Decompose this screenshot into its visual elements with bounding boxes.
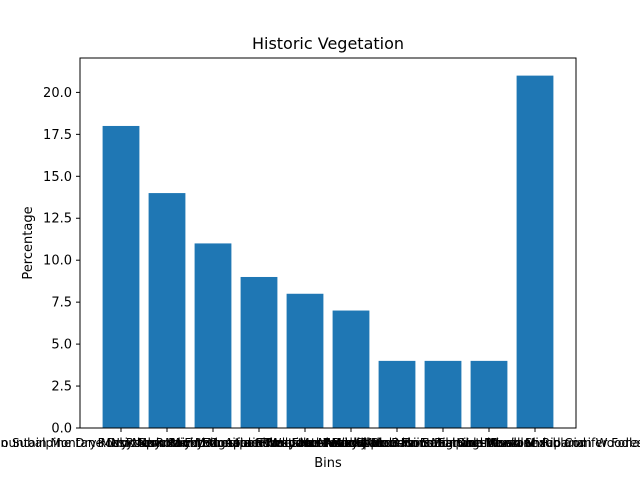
x-tick-label: Rocky Mountain Subalpine Mesic Spruce-Fi… (156, 436, 547, 450)
bar-8 (424, 360, 462, 428)
x-tick-label: Rocky Mountain Subalpine Dry-Mesic Spruc… (0, 436, 329, 450)
x-tick-label: Rocky Mountain Lodgepole Pine Forest (98, 436, 329, 450)
bar-6 (332, 310, 370, 428)
y-tick-label: 2.5 (51, 380, 72, 395)
x-tick-label: Rocky Mountain Subalpine-Montane Riparia… (323, 436, 640, 450)
y-tick-label: 5.0 (51, 338, 72, 353)
bar-10 (516, 75, 554, 429)
x-tick-label: Rocky Mountain Montane Mesic Mixed Conif… (332, 436, 640, 450)
chart-title: Historic Vegetation (252, 34, 404, 53)
x-tick-label: Rocky Mountain Alpine-Montane Wet Meadow (260, 436, 534, 450)
bar-2 (148, 193, 186, 428)
x-tick-label: Inter-Mountain Basins Big Sagebrush Shru… (300, 436, 586, 450)
y-tick-label: 12.5 (43, 212, 72, 227)
y-tick-label: 15.0 (43, 170, 72, 185)
x-tick-label: Rocky Mountain Montane Dry-Mesic Mixed C… (0, 436, 382, 450)
y-tick-label: 0.0 (51, 422, 72, 437)
x-tick-label: Northern Rocky Mountain Montane-Foothill… (111, 436, 499, 450)
x-tick-label: Rocky Mountain Aspen Forest and Woodland (126, 436, 392, 450)
y-axis-ticks: 0.0 2.5 5.0 7.5 10.0 12.5 15.0 17.5 20.0 (43, 86, 80, 437)
bar-1 (102, 125, 140, 429)
bar-4 (240, 276, 278, 428)
plot-frame (79, 57, 577, 429)
bar-9 (470, 360, 508, 428)
x-axis-ticks: Rocky Mountain Subalpine Dry-Mesic Spruc… (0, 428, 640, 450)
bars-layer (102, 75, 554, 429)
y-axis-label: Percentage (21, 206, 36, 279)
bar-5 (286, 293, 324, 428)
bar-3 (194, 243, 232, 428)
y-tick-label: 17.5 (43, 128, 72, 143)
y-tick-label: 7.5 (51, 296, 72, 311)
y-tick-label: 20.0 (43, 86, 72, 101)
bar-7 (378, 360, 416, 428)
y-tick-label: 10.0 (43, 254, 72, 269)
x-axis-label: Bins (314, 456, 342, 471)
